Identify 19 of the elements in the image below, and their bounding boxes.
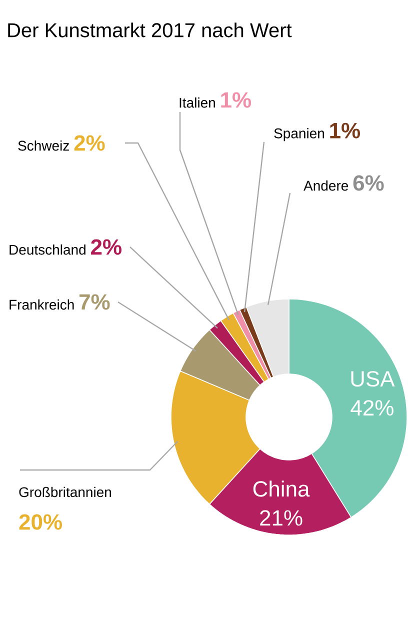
data-label: 1% bbox=[330, 122, 360, 138]
data-label: 2% bbox=[74, 135, 105, 151]
data-label: 21% bbox=[260, 510, 302, 526]
slice-label: Deutschland bbox=[10, 244, 86, 255]
slice-label: Frankreich bbox=[10, 299, 74, 310]
data-label: 6% bbox=[353, 175, 384, 191]
slice-label: Andere bbox=[304, 180, 348, 191]
slice-label: China bbox=[253, 480, 310, 497]
slice-label: Schweiz bbox=[18, 140, 69, 151]
data-label: 20% bbox=[19, 514, 62, 530]
data-label: 7% bbox=[79, 294, 110, 310]
chart-title: Der Kunstmarkt 2017 nach Wert bbox=[8, 22, 292, 38]
data-label: 2% bbox=[91, 239, 122, 255]
data-label: 1% bbox=[221, 92, 251, 108]
slice-label: Großbritannien bbox=[19, 486, 111, 498]
data-label: 42% bbox=[350, 400, 394, 416]
slice-label: USA bbox=[351, 371, 395, 387]
slice-label: Italien bbox=[180, 97, 215, 108]
slice-label: Spanien bbox=[274, 128, 324, 142]
